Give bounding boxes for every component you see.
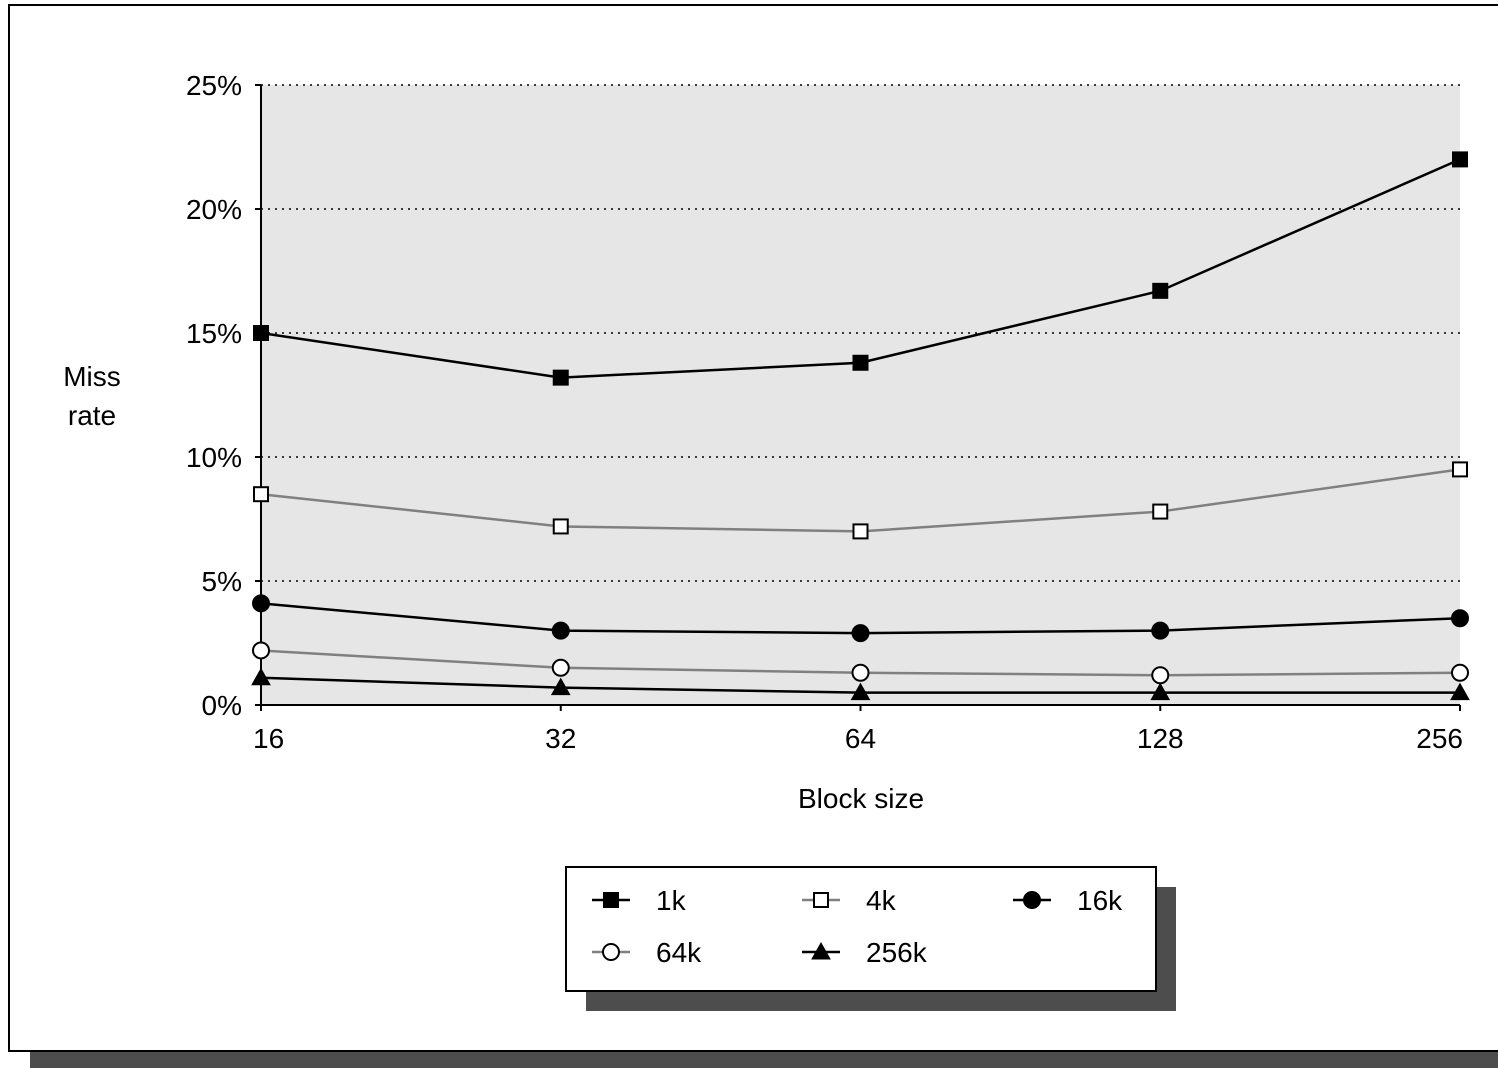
legend-marker bbox=[602, 943, 620, 961]
y-tick-label: 0% bbox=[202, 690, 242, 721]
x-tick-label: 16 bbox=[253, 723, 284, 754]
data-point-64k bbox=[851, 663, 870, 682]
data-point-256k bbox=[251, 667, 271, 686]
data-point-64k bbox=[1451, 663, 1469, 682]
legend-label: 1k bbox=[656, 885, 687, 916]
legend-label: 256k bbox=[866, 937, 928, 968]
y-tick-label: 15% bbox=[186, 318, 242, 349]
data-point-256k bbox=[550, 677, 571, 696]
x-tick-label: 32 bbox=[545, 723, 576, 754]
data-point-4k bbox=[1152, 503, 1169, 520]
data-point-256k bbox=[1450, 682, 1470, 701]
data-point-1k bbox=[1152, 282, 1169, 299]
legend-marker bbox=[811, 941, 831, 960]
series-4k bbox=[253, 461, 1468, 540]
legend-label: 16k bbox=[1077, 885, 1123, 916]
data-point-16k bbox=[551, 621, 570, 640]
data-point-16k bbox=[1151, 621, 1170, 640]
data-point-4k bbox=[1452, 461, 1468, 478]
series-lines bbox=[251, 151, 1470, 701]
data-point-1k bbox=[852, 354, 869, 371]
data-point-4k bbox=[253, 486, 269, 503]
x-tick-label: 256 bbox=[1416, 723, 1463, 754]
legend-item-64k: 64k bbox=[592, 937, 702, 968]
legend-item-4k: 4k bbox=[802, 885, 897, 916]
y-axis-title-line-1: Miss bbox=[63, 361, 121, 392]
data-point-1k bbox=[552, 369, 569, 386]
x-tick-label: 128 bbox=[1137, 723, 1184, 754]
legend-marker bbox=[813, 892, 829, 908]
x-tick-label: 64 bbox=[845, 723, 876, 754]
data-point-4k bbox=[552, 518, 569, 535]
legend-box bbox=[565, 866, 1157, 992]
legend-item-16k: 16k bbox=[1013, 885, 1123, 916]
y-tick-label: 20% bbox=[186, 194, 242, 225]
data-point-64k bbox=[551, 658, 570, 677]
y-tick-label: 5% bbox=[202, 566, 242, 597]
data-point-64k bbox=[1151, 666, 1170, 685]
series-1k bbox=[253, 151, 1468, 386]
data-point-16k bbox=[851, 624, 870, 643]
frame-shadow bbox=[30, 1052, 1498, 1068]
y-tick-label: 25% bbox=[186, 70, 242, 101]
legend-marker bbox=[1023, 891, 1041, 909]
series-64k bbox=[252, 641, 1469, 685]
legend-label: 4k bbox=[866, 885, 897, 916]
legend-item-256k: 256k bbox=[802, 937, 928, 968]
legend-label: 64k bbox=[656, 937, 702, 968]
data-point-256k bbox=[1150, 682, 1171, 701]
x-tick-labels: 16 32 64 128 256 bbox=[253, 705, 1463, 754]
y-tick-labels: 0% 5% 10% 15% 20% 25% bbox=[186, 70, 261, 721]
data-point-16k bbox=[252, 594, 270, 613]
legend-marker bbox=[603, 892, 619, 908]
data-point-1k bbox=[253, 325, 269, 341]
data-point-16k bbox=[1451, 609, 1469, 628]
data-point-64k bbox=[252, 641, 270, 660]
legend: 1k 4k 16k 64k 256k bbox=[592, 885, 1123, 968]
y-axis-title-line-2: rate bbox=[68, 400, 116, 431]
series-256k bbox=[251, 667, 1470, 701]
y-tick-label: 10% bbox=[186, 442, 242, 473]
data-point-256k bbox=[850, 682, 871, 701]
series-16k bbox=[252, 594, 1469, 643]
x-axis-title: Block size bbox=[798, 783, 924, 814]
plot-area bbox=[261, 85, 1460, 705]
legend-item-1k: 1k bbox=[592, 885, 687, 916]
data-point-1k bbox=[1452, 151, 1468, 168]
data-point-4k bbox=[852, 523, 869, 540]
